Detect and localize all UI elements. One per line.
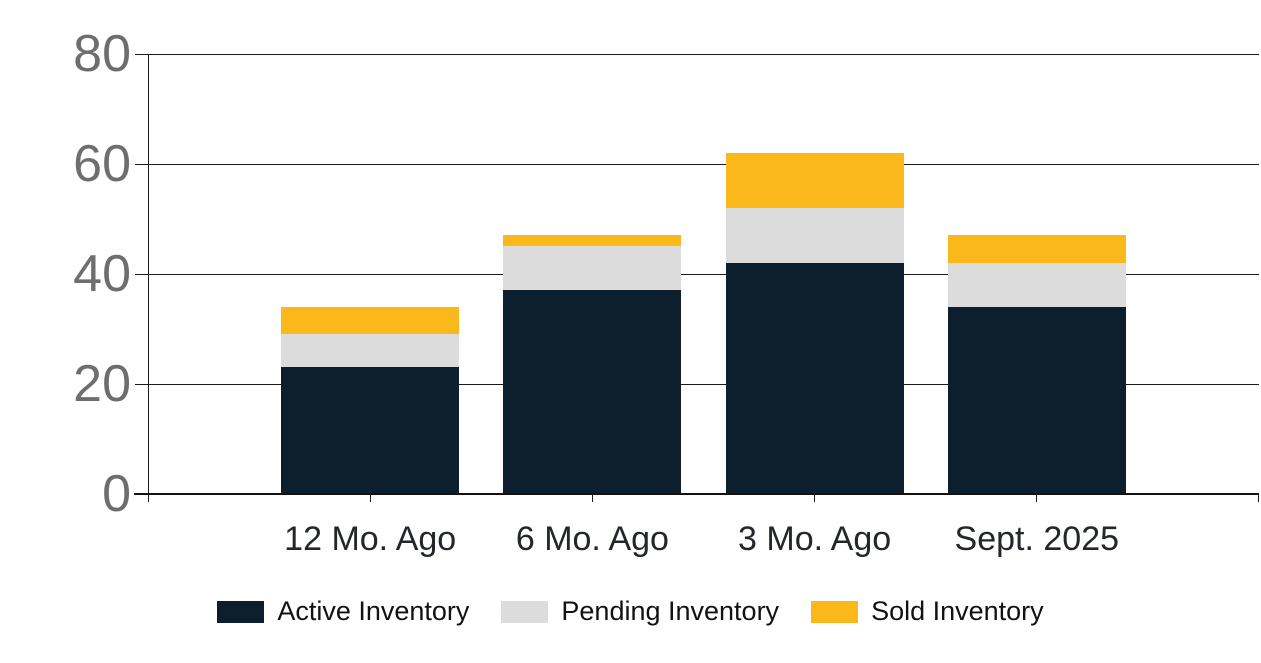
legend-label: Active Inventory [277, 596, 470, 626]
legend-swatch-icon [811, 600, 859, 623]
bar-segment [725, 152, 904, 208]
gridline [135, 273, 1259, 275]
legend-label: Sold Inventory [871, 596, 1044, 626]
x-axis-tick [1036, 493, 1038, 502]
x-axis-label: 6 Mo. Ago [515, 520, 669, 558]
y-axis-line [148, 54, 149, 502]
y-axis-label: 80 [73, 25, 131, 83]
legend-label: Pending Inventory [561, 596, 780, 626]
bar-segment [281, 367, 460, 494]
bar-segment [503, 235, 682, 247]
bar-segment [281, 306, 460, 335]
x-axis-label: 3 Mo. Ago [738, 520, 892, 558]
bar-segment [947, 262, 1126, 307]
legend-item: Active Inventory [217, 598, 469, 625]
legend-swatch-icon [217, 600, 265, 623]
x-axis-end-tick [1258, 493, 1259, 502]
x-axis-tick [591, 493, 593, 502]
gridline [135, 383, 1259, 385]
bar-segment [503, 290, 682, 494]
bar-segment [725, 262, 904, 494]
bar-segment [947, 235, 1126, 263]
bar-segment [947, 306, 1126, 494]
y-axis-label: 60 [73, 134, 131, 193]
legend-swatch-icon [501, 600, 549, 623]
x-axis-line [134, 492, 1259, 495]
y-axis-label: 20 [73, 354, 131, 413]
x-axis-label: Sept. 2025 [954, 520, 1120, 558]
chart-legend: Active Inventory Pending Inventory Sold In… [0, 598, 1261, 625]
y-axis-label: 0 [102, 464, 131, 523]
bar-segment [281, 334, 460, 368]
legend-item: Pending Inventory [501, 598, 779, 625]
y-axis-label: 40 [73, 244, 131, 303]
gridline [135, 54, 1259, 55]
legend-item: Sold Inventory [811, 598, 1044, 625]
bar-segment [503, 246, 682, 291]
gridline [135, 163, 1259, 165]
x-axis-tick [369, 493, 371, 502]
bar-segment [725, 207, 904, 263]
x-axis-label: 12 Mo. Ago [284, 520, 457, 558]
x-axis-tick [814, 493, 816, 502]
